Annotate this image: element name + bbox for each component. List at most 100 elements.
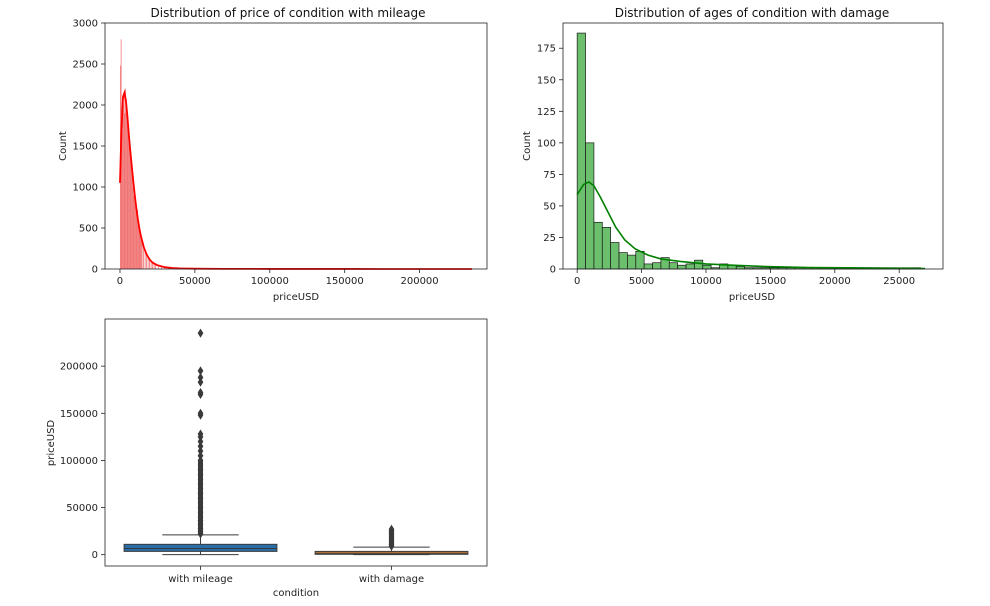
histogram-bar <box>146 253 147 269</box>
x-tick-label: 200000 <box>400 276 438 287</box>
outlier-point <box>197 377 204 387</box>
histogram-bar <box>155 264 156 269</box>
histogram-bar <box>652 262 662 270</box>
histogram-bar <box>128 137 130 269</box>
y-tick-label: 2000 <box>73 101 98 112</box>
histogram-bar <box>127 129 129 269</box>
mileage-price-histogram: Distribution of price of condition with … <box>58 6 488 303</box>
histogram-bar <box>685 263 695 270</box>
histogram-bar <box>161 266 162 269</box>
histogram-bar <box>585 142 595 270</box>
histogram-bar <box>593 221 603 270</box>
histogram-bar <box>125 88 127 269</box>
y-axis-label: priceUSD <box>46 420 57 467</box>
y-tick-label: 50000 <box>66 503 98 514</box>
histogram-bar <box>144 250 146 269</box>
y-tick-label: 125 <box>537 107 556 118</box>
histogram-bar <box>627 254 637 270</box>
histogram-bar <box>137 209 139 269</box>
x-tick-label: 0 <box>574 276 580 287</box>
histogram-bar <box>131 174 133 269</box>
histogram-bar <box>140 237 142 269</box>
histogram-bar <box>702 264 712 270</box>
y-tick-label: 75 <box>543 170 556 181</box>
y-tick-label: 1500 <box>73 142 98 153</box>
x-tick-label: 10000 <box>690 276 722 287</box>
x-tick-label: 25000 <box>883 276 915 287</box>
y-tick-label: 0 <box>92 265 98 276</box>
histogram-bar <box>122 105 124 269</box>
kde-line <box>576 181 925 270</box>
box <box>123 543 278 552</box>
histogram-bar <box>635 250 645 270</box>
y-tick-label: 100 <box>537 138 556 149</box>
histogram-bar <box>668 262 678 270</box>
x-tick-label: with mileage <box>168 574 232 585</box>
x-tick-label: 0 <box>117 276 123 287</box>
histogram-bar <box>610 242 620 270</box>
x-tick-label: with damage <box>359 574 424 585</box>
histogram-bar <box>601 227 612 270</box>
chart-title-mileage: Distribution of price of condition with … <box>151 6 426 20</box>
y-tick-label: 50 <box>543 201 556 212</box>
outlier-point <box>197 372 204 383</box>
plot-frame <box>104 318 488 567</box>
y-axis-label: Count <box>58 131 69 161</box>
histogram-bar <box>130 160 132 269</box>
histogram-bar <box>153 262 155 269</box>
y-tick-label: 100000 <box>60 456 98 467</box>
y-tick-label: 2500 <box>73 60 98 71</box>
outlier-point <box>197 328 204 338</box>
outlier-point <box>197 408 204 418</box>
outlier-point <box>197 429 204 439</box>
y-tick-label: 500 <box>79 224 98 235</box>
y-tick-label: 0 <box>92 550 98 561</box>
price-boxplot: with mileage with damage 0 50000 100000 15000… <box>46 318 488 599</box>
x-tick-label: 50000 <box>179 276 211 287</box>
damage-price-histogram: Distribution of ages of condition with d… <box>522 6 944 303</box>
outlier-point <box>197 387 204 398</box>
histogram-bar <box>121 133 123 269</box>
y-tick-label: 150 <box>537 75 556 86</box>
y-tick-label: 200000 <box>60 362 98 373</box>
histogram-bar <box>132 187 134 269</box>
y-tick-label: 3000 <box>73 19 98 30</box>
histogram-bar <box>122 100 124 270</box>
histogram-bar <box>136 216 138 269</box>
histogram-bar <box>124 113 126 269</box>
plot-frame <box>104 22 488 270</box>
histogram-bar <box>133 195 135 269</box>
histogram-bar <box>677 264 687 270</box>
histogram-bar <box>643 263 653 270</box>
histogram-bar <box>150 259 152 269</box>
x-axis-label: priceUSD <box>273 292 320 303</box>
x-tick-label: 100000 <box>251 276 289 287</box>
histogram-bar <box>135 211 137 269</box>
outlier-point <box>197 441 204 451</box>
histogram-bar <box>143 246 144 269</box>
histogram-bar <box>125 109 127 269</box>
histogram-bar <box>128 146 130 269</box>
histogram-bar <box>129 154 131 269</box>
outlier-point <box>197 436 204 447</box>
x-tick-label: 15000 <box>754 276 786 287</box>
histogram-bar <box>139 232 141 269</box>
outlier-point <box>197 451 204 461</box>
histogram-bar <box>141 241 143 269</box>
plot-frame <box>562 22 944 270</box>
y-tick-label: 1000 <box>73 183 98 194</box>
histogram-bar <box>134 190 136 269</box>
histogram-bar <box>147 255 149 269</box>
x-axis-label: priceUSD <box>729 292 776 303</box>
histogram-bar <box>576 32 586 270</box>
x-tick-label: 20000 <box>819 276 851 287</box>
kde-line <box>119 89 473 270</box>
y-tick-label: 175 <box>537 44 556 55</box>
histogram-bar <box>138 228 140 269</box>
outlier-cluster <box>389 529 394 547</box>
histogram-bar <box>140 234 141 269</box>
x-tick-label: 5000 <box>629 276 654 287</box>
histogram-bar <box>134 201 136 269</box>
histogram-bar <box>152 261 153 269</box>
